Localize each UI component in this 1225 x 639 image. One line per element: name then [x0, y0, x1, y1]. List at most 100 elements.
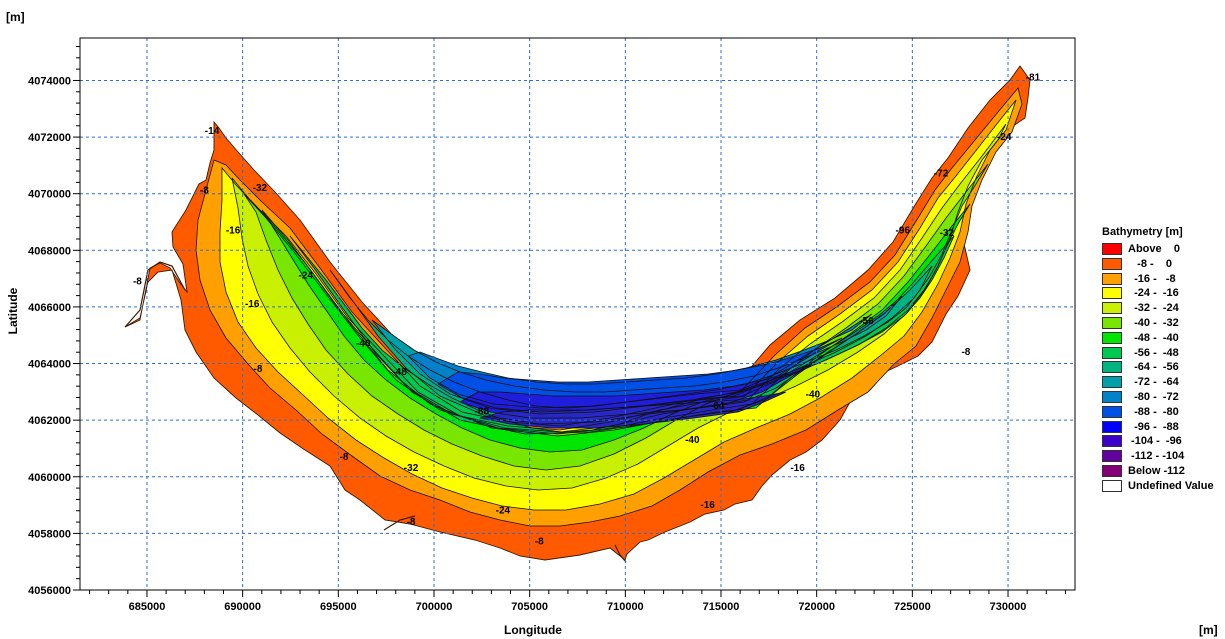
legend-swatch — [1102, 479, 1122, 492]
coast-inlet-line — [614, 544, 627, 563]
legend-item: -16 - -8 — [1102, 272, 1222, 286]
y-tick-label: 4068000 — [28, 245, 71, 257]
contour-labels: -8 -8 -8 -8 -8 -8 -16 -16 -16 -16 -24 -24 -24 -32 -32 -… — [133, 72, 1041, 547]
legend-swatch — [1102, 331, 1122, 344]
legend-swatch — [1102, 361, 1122, 374]
coast-inlet-line — [383, 515, 416, 531]
y-tick-label: 4070000 — [28, 189, 71, 201]
y-tick-label: 4060000 — [28, 472, 71, 484]
contour-label: -16 — [790, 463, 805, 474]
legend-item: -112 - -104 — [1102, 449, 1222, 463]
contour-line — [219, 99, 1017, 511]
y-tick-label: 4056000 — [28, 585, 71, 597]
contour-label: -40 — [356, 339, 371, 350]
contour-label: -64 — [710, 401, 725, 412]
x-tick-label: 715000 — [703, 601, 740, 613]
legend-label: -56 - -48 — [1128, 346, 1179, 359]
legend-swatch — [1102, 346, 1122, 359]
legend-swatch — [1102, 257, 1122, 270]
band-88-96 — [460, 364, 812, 418]
x-axis-label: Longitude — [504, 623, 562, 637]
y-tick-label: 4074000 — [28, 75, 71, 87]
x-tick-label: 725000 — [894, 601, 931, 613]
x-tick-label: 695000 — [320, 601, 357, 613]
contour-label: -14 — [205, 126, 220, 137]
legend-label: -96 - -88 — [1128, 420, 1179, 433]
legend-item: Above 0 — [1102, 242, 1222, 256]
legend-label: -16 - -8 — [1128, 272, 1176, 285]
y-tick-label: 4066000 — [28, 302, 71, 314]
contour-label: -48 — [392, 367, 407, 378]
contour-line — [479, 391, 787, 429]
contour-line — [261, 203, 971, 453]
legend-swatch — [1102, 435, 1122, 448]
legend-item: -80 - -72 — [1102, 390, 1222, 404]
contour-label: -8 — [407, 517, 416, 528]
legend-label: -32 - -24 — [1128, 302, 1179, 315]
contour-label: -8 — [253, 364, 262, 375]
legend-item: -56 - -48 — [1102, 346, 1222, 360]
legend-swatch — [1102, 287, 1122, 300]
legend-label: -112 - -104 — [1128, 450, 1185, 463]
contour-line — [195, 87, 1023, 527]
plot-frame — [79, 37, 1076, 591]
contour-label: -88 — [475, 406, 490, 417]
contour-label: -81 — [1026, 72, 1041, 83]
legend-item: -24 - -16 — [1102, 286, 1222, 300]
legend-item: -88 - -80 — [1102, 405, 1222, 419]
legend-item: -64 - -56 — [1102, 360, 1222, 374]
y-tick-label: 4058000 — [28, 528, 71, 540]
legend-swatch — [1102, 302, 1122, 315]
x-tick-label: 730000 — [990, 601, 1027, 613]
y-tick-label: 4072000 — [28, 132, 71, 144]
y-axis-label: Latitude — [6, 287, 20, 334]
legend-swatch — [1102, 390, 1122, 403]
legend-label: -48 - -40 — [1128, 331, 1179, 344]
legend-label: -40 - -32 — [1128, 316, 1179, 329]
contour-label: -16 — [700, 500, 715, 511]
legend-swatch — [1102, 376, 1122, 389]
x-unit-label: [m] — [1199, 623, 1218, 637]
contour-label: -32 — [404, 463, 419, 474]
contour-label: -16 — [245, 299, 260, 310]
legend-item: -72 - -64 — [1102, 375, 1222, 389]
legend-item: Undefined Value — [1102, 479, 1222, 493]
contour-label: -8 — [535, 537, 544, 548]
legend-item: -48 - -40 — [1102, 331, 1222, 345]
x-tick-label: 710000 — [607, 601, 644, 613]
contour-label: -24 — [997, 132, 1012, 143]
contour-line — [243, 163, 989, 471]
legend-swatch — [1102, 243, 1122, 255]
legend-swatch — [1102, 272, 1122, 285]
contour-label: -32 — [253, 183, 268, 194]
legend: Bathymetry [m] Above 0 -8 - 0 -16 - -8 -… — [1102, 226, 1222, 494]
legend-label: -72 - -64 — [1128, 376, 1179, 389]
contour-label: -32 — [940, 228, 955, 239]
y-tick-label: 4062000 — [28, 415, 71, 427]
coast-inlet-line — [124, 261, 186, 328]
legend-title: Bathymetry [m] — [1102, 226, 1183, 238]
legend-swatch — [1102, 316, 1122, 329]
contour-line — [371, 295, 903, 415]
x-tick-label: 720000 — [798, 601, 835, 613]
y-unit-label: [m] — [6, 10, 25, 24]
legend-label: -24 - -16 — [1128, 287, 1179, 300]
contour-lines — [124, 87, 1023, 563]
legend-item: -40 - -32 — [1102, 316, 1222, 330]
legend-label: Below -112 — [1128, 464, 1185, 477]
legend-item: -104 - -96 — [1102, 434, 1222, 448]
contour-line — [289, 235, 955, 435]
legend-item: -8 - 0 — [1102, 257, 1222, 271]
legend-swatch — [1102, 464, 1122, 477]
legend-item: -32 - -24 — [1102, 301, 1222, 315]
contour-label: -8 — [200, 186, 209, 197]
legend-swatch — [1102, 405, 1122, 418]
legend-items: Above 0 -8 - 0 -16 - -8 -24 - -16 -32 - … — [1102, 242, 1222, 493]
contour-line — [329, 265, 933, 425]
x-tick-label: 705000 — [511, 601, 548, 613]
contour-label: -8 — [340, 452, 349, 463]
legend-item: Below -112 — [1102, 464, 1222, 478]
contour-label: -24 — [496, 506, 511, 517]
band-96-104 — [480, 392, 786, 428]
